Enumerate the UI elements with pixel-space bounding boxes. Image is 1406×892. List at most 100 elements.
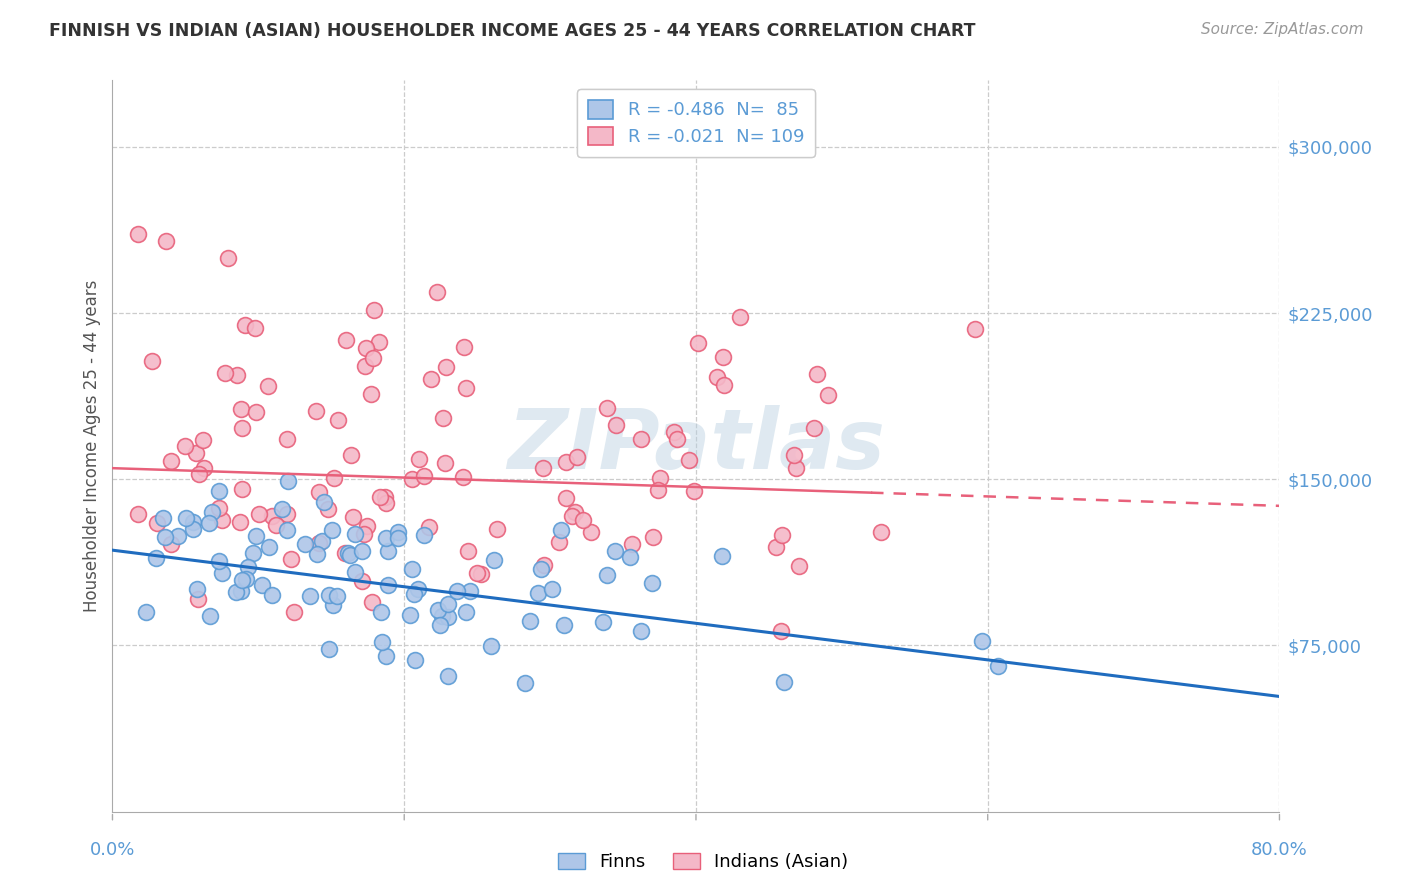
Point	[193, 461, 215, 475]
Point	[620, 537, 643, 551]
Point	[437, 598, 460, 612]
Y-axis label: Householder Income Ages 25 - 44 years: Householder Income Ages 25 - 44 years	[83, 280, 101, 612]
Point	[555, 455, 578, 469]
Point	[257, 379, 280, 393]
Point	[643, 530, 665, 544]
Point	[360, 386, 382, 401]
Point	[789, 559, 811, 574]
Point	[264, 518, 287, 533]
Point	[412, 468, 434, 483]
Point	[181, 522, 204, 536]
Point	[434, 359, 457, 374]
Point	[426, 603, 449, 617]
Point	[374, 490, 396, 504]
Point	[513, 676, 536, 690]
Point	[201, 505, 224, 519]
Point	[242, 546, 264, 560]
Point	[605, 544, 627, 558]
Point	[207, 554, 229, 568]
Point	[564, 505, 586, 519]
Point	[630, 624, 652, 638]
Point	[208, 500, 231, 515]
Point	[146, 516, 169, 530]
Point	[333, 546, 356, 560]
Point	[406, 582, 429, 596]
Point	[311, 534, 333, 549]
Point	[404, 653, 426, 667]
Point	[817, 388, 839, 402]
Point	[531, 461, 554, 475]
Point	[402, 587, 425, 601]
Point	[387, 524, 409, 539]
Point	[340, 448, 363, 462]
Point	[454, 605, 477, 619]
Point	[870, 525, 893, 540]
Point	[198, 516, 221, 530]
Point	[235, 572, 257, 586]
Point	[229, 515, 252, 529]
Point	[270, 501, 292, 516]
Point	[770, 624, 793, 638]
Point	[630, 433, 652, 447]
Point	[686, 336, 709, 351]
Text: ZIPatlas: ZIPatlas	[508, 406, 884, 486]
Point	[375, 648, 398, 663]
Point	[337, 546, 360, 560]
Point	[354, 341, 377, 355]
Point	[713, 377, 735, 392]
Point	[367, 334, 389, 349]
Point	[592, 615, 614, 630]
Point	[361, 595, 384, 609]
Point	[772, 675, 794, 690]
Point	[231, 421, 253, 435]
Point	[127, 227, 149, 241]
Point	[519, 614, 541, 628]
Point	[181, 515, 204, 529]
Point	[294, 536, 316, 550]
Point	[299, 589, 322, 603]
Point	[572, 513, 595, 527]
Point	[155, 235, 177, 249]
Point	[305, 404, 328, 418]
Point	[413, 528, 436, 542]
Point	[322, 598, 344, 612]
Point	[640, 575, 662, 590]
Point	[662, 425, 685, 439]
Point	[342, 509, 364, 524]
Point	[665, 432, 688, 446]
Point	[231, 573, 253, 587]
Point	[308, 536, 330, 550]
Point	[437, 668, 460, 682]
Legend: Finns, Indians (Asian): Finns, Indians (Asian)	[551, 846, 855, 879]
Point	[446, 584, 468, 599]
Point	[377, 543, 399, 558]
Point	[460, 584, 482, 599]
Point	[803, 421, 825, 435]
Point	[217, 251, 239, 265]
Point	[350, 574, 373, 588]
Point	[457, 544, 479, 558]
Point	[479, 640, 502, 654]
Legend: R = -0.486  N=  85, R = -0.021  N= 109: R = -0.486 N= 85, R = -0.021 N= 109	[576, 89, 815, 157]
Point	[683, 483, 706, 498]
Point	[321, 523, 343, 537]
Point	[277, 475, 299, 489]
Point	[579, 524, 602, 539]
Point	[370, 605, 392, 619]
Point	[375, 496, 398, 510]
Point	[236, 559, 259, 574]
Point	[305, 547, 328, 561]
Point	[370, 634, 392, 648]
Point	[339, 549, 361, 563]
Point	[245, 405, 267, 419]
Point	[152, 510, 174, 524]
Point	[214, 366, 236, 380]
Point	[354, 359, 377, 373]
Point	[706, 370, 728, 384]
Point	[470, 566, 492, 581]
Text: 0.0%: 0.0%	[90, 841, 135, 859]
Point	[356, 518, 378, 533]
Text: FINNISH VS INDIAN (ASIAN) HOUSEHOLDER INCOME AGES 25 - 44 YEARS CORRELATION CHAR: FINNISH VS INDIAN (ASIAN) HOUSEHOLDER IN…	[49, 22, 976, 40]
Point	[595, 568, 617, 582]
Point	[433, 457, 456, 471]
